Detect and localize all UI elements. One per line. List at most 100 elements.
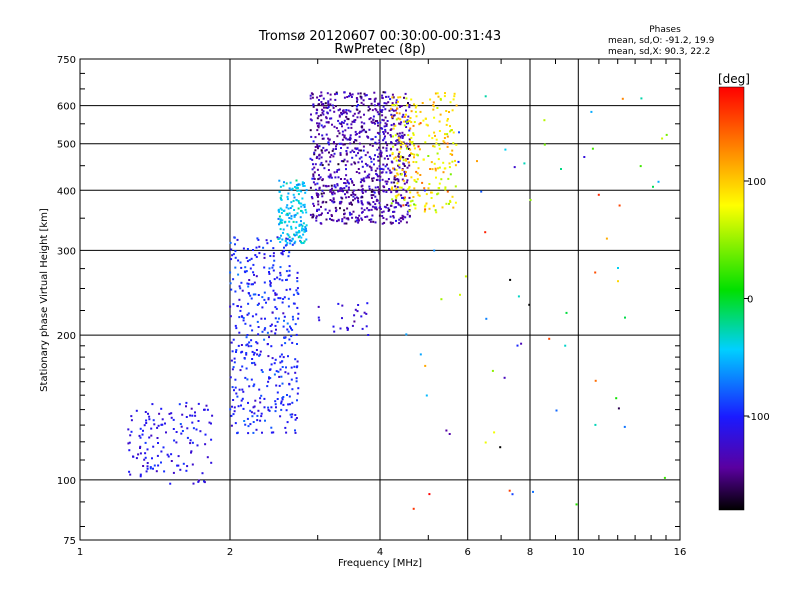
data-point — [300, 209, 302, 212]
data-point — [161, 418, 164, 421]
data-point — [437, 167, 439, 170]
data-point — [272, 252, 275, 255]
data-point — [282, 298, 285, 300]
data-point — [354, 197, 356, 200]
data-point — [156, 426, 159, 429]
data-point — [413, 156, 415, 159]
data-point — [298, 223, 301, 226]
data-point — [291, 341, 294, 344]
data-point — [286, 198, 289, 201]
data-point — [385, 206, 388, 209]
data-point — [343, 134, 346, 137]
data-point — [406, 119, 409, 122]
data-point — [441, 206, 444, 209]
data-point — [485, 317, 488, 320]
data-point — [385, 147, 388, 150]
data-point — [279, 220, 282, 222]
data-point — [398, 218, 401, 221]
data-point — [434, 169, 437, 172]
data-point — [394, 156, 397, 159]
data-point — [316, 194, 319, 197]
data-point — [292, 293, 295, 296]
data-point — [338, 189, 340, 192]
data-point — [398, 156, 401, 158]
data-point — [267, 355, 270, 358]
data-point — [361, 218, 364, 221]
data-point — [337, 176, 340, 179]
data-point — [290, 217, 293, 220]
data-point — [190, 450, 193, 453]
data-point — [357, 199, 359, 202]
data-point — [233, 357, 236, 360]
data-point — [393, 114, 396, 117]
data-point — [276, 320, 279, 323]
data-point — [322, 146, 325, 149]
data-point — [150, 434, 153, 437]
data-point — [389, 129, 392, 131]
data-point — [451, 149, 454, 152]
data-point — [366, 215, 369, 218]
data-point — [238, 331, 241, 334]
data-point — [396, 142, 399, 145]
data-point — [320, 149, 323, 152]
data-point — [280, 198, 283, 201]
data-point — [335, 145, 337, 148]
data-point — [429, 98, 432, 101]
data-point — [454, 164, 457, 167]
data-point — [151, 403, 154, 406]
data-point — [401, 137, 404, 139]
data-point — [418, 148, 421, 151]
data-point — [336, 92, 338, 95]
data-point — [278, 190, 281, 193]
data-point — [397, 164, 400, 167]
data-point — [252, 406, 255, 409]
data-point — [144, 411, 147, 413]
data-point — [361, 327, 364, 330]
data-point — [403, 124, 406, 127]
data-point — [296, 360, 299, 363]
data-point — [381, 211, 384, 214]
data-point — [446, 145, 449, 148]
data-point — [279, 271, 282, 274]
data-point — [347, 126, 350, 129]
data-point — [351, 156, 354, 159]
data-point — [395, 104, 398, 107]
data-point — [277, 217, 280, 220]
data-point — [282, 325, 285, 328]
data-point — [280, 400, 283, 403]
data-point — [299, 216, 302, 219]
data-point — [378, 132, 381, 135]
data-point — [382, 210, 385, 213]
data-point — [310, 196, 313, 198]
data-point — [233, 236, 236, 239]
data-point — [371, 188, 374, 191]
data-point — [394, 175, 397, 178]
data-point — [353, 161, 356, 164]
data-point — [249, 267, 252, 270]
data-point — [283, 209, 286, 212]
data-point — [442, 161, 445, 164]
data-point — [357, 197, 360, 200]
data-point — [266, 242, 269, 245]
data-point — [297, 183, 300, 186]
data-point — [392, 167, 395, 170]
data-point — [229, 408, 232, 411]
data-point — [352, 114, 355, 117]
data-point — [292, 199, 295, 202]
data-point — [433, 116, 436, 119]
data-point — [385, 149, 388, 152]
data-point — [385, 182, 388, 185]
data-point — [304, 226, 307, 228]
data-point — [301, 211, 304, 214]
data-point — [300, 190, 303, 193]
data-point — [362, 149, 365, 152]
data-point — [254, 293, 257, 296]
data-point — [232, 366, 235, 369]
data-point — [399, 118, 402, 121]
data-point — [413, 203, 416, 206]
data-point — [375, 206, 378, 209]
data-point — [294, 429, 296, 432]
data-point — [409, 117, 412, 119]
data-point — [211, 414, 214, 417]
data-point — [341, 130, 344, 133]
